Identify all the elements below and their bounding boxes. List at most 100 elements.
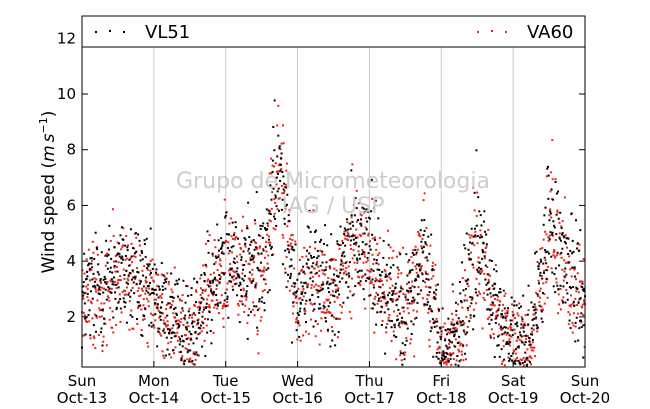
- data-point: [461, 324, 464, 327]
- data-point: [152, 324, 155, 327]
- data-point: [212, 290, 215, 293]
- data-point: [387, 243, 390, 246]
- data-point: [151, 287, 154, 290]
- legend: VL51 VA60: [81, 15, 586, 48]
- data-point: [320, 289, 323, 292]
- data-point: [151, 291, 154, 294]
- data-point: [200, 324, 203, 327]
- data-point: [349, 244, 352, 247]
- data-point: [114, 280, 117, 283]
- data-point: [577, 301, 580, 304]
- data-point: [207, 251, 210, 254]
- data-point: [207, 239, 210, 242]
- data-point: [115, 265, 118, 268]
- data-point: [184, 301, 187, 304]
- x-tick-label-day: Thu: [354, 372, 383, 390]
- data-point: [235, 294, 238, 297]
- data-point: [205, 307, 208, 310]
- data-point: [351, 277, 354, 280]
- data-point: [479, 236, 482, 239]
- data-point: [232, 260, 235, 263]
- data-point: [192, 312, 195, 315]
- data-point: [157, 296, 160, 299]
- data-point: [460, 342, 463, 345]
- data-point: [481, 327, 484, 330]
- data-point: [198, 301, 201, 304]
- data-point: [331, 258, 334, 261]
- data-point: [547, 197, 550, 200]
- data-point: [354, 234, 357, 237]
- data-point: [425, 227, 428, 230]
- data-point: [538, 304, 541, 307]
- data-point: [420, 219, 423, 222]
- data-point: [166, 348, 169, 351]
- data-point: [524, 314, 527, 317]
- data-point: [390, 298, 393, 301]
- data-point: [291, 245, 294, 248]
- data-point: [220, 294, 223, 297]
- data-point: [283, 182, 286, 185]
- data-point: [396, 314, 399, 317]
- data-point: [566, 292, 569, 295]
- data-point: [113, 266, 116, 269]
- data-point: [385, 302, 388, 305]
- data-point: [297, 314, 300, 317]
- data-point: [539, 296, 542, 299]
- data-point: [431, 269, 434, 272]
- data-point: [226, 300, 229, 303]
- data-point: [381, 292, 384, 295]
- data-point: [513, 328, 516, 331]
- grid-lines: [153, 16, 514, 367]
- data-point: [561, 268, 564, 271]
- watermark: Grupo de Micrometeorologia IAG / USP: [176, 169, 490, 219]
- data-point: [321, 250, 324, 253]
- data-point: [93, 284, 96, 287]
- x-tick-label-day: Sat: [501, 372, 526, 390]
- data-point: [427, 235, 430, 238]
- data-point: [372, 286, 375, 289]
- data-point: [253, 314, 256, 317]
- data-point: [416, 310, 419, 313]
- data-point: [369, 270, 372, 273]
- data-point: [523, 359, 526, 362]
- data-point: [390, 289, 393, 292]
- data-point: [206, 298, 209, 301]
- data-point: [445, 363, 448, 366]
- data-point: [421, 297, 424, 300]
- data-point: [285, 286, 288, 289]
- data-point: [155, 271, 158, 274]
- data-point: [331, 294, 334, 297]
- data-point: [125, 269, 128, 272]
- data-point: [410, 320, 413, 323]
- data-point: [545, 175, 548, 178]
- data-point: [472, 308, 475, 311]
- data-point: [372, 207, 375, 210]
- data-point: [532, 324, 535, 327]
- data-point: [375, 248, 378, 251]
- data-point: [94, 347, 97, 350]
- data-point: [136, 301, 139, 304]
- data-point: [152, 313, 155, 316]
- data-point: [549, 210, 552, 213]
- data-point: [97, 333, 100, 336]
- data-point: [526, 359, 529, 362]
- data-point: [518, 361, 521, 364]
- data-point: [153, 288, 156, 291]
- data-point: [445, 333, 448, 336]
- data-point: [192, 342, 195, 345]
- data-point: [482, 242, 485, 245]
- data-point: [333, 295, 336, 298]
- data-point: [458, 335, 461, 338]
- data-point: [140, 249, 143, 252]
- data-point: [268, 219, 271, 222]
- data-point: [490, 328, 493, 331]
- data-point: [397, 318, 400, 321]
- data-point: [143, 307, 146, 310]
- data-point: [176, 295, 179, 298]
- data-point: [542, 262, 545, 265]
- data-point: [215, 287, 218, 290]
- data-point: [530, 357, 533, 360]
- data-point: [192, 325, 195, 328]
- data-point: [315, 263, 318, 266]
- data-point: [88, 262, 91, 265]
